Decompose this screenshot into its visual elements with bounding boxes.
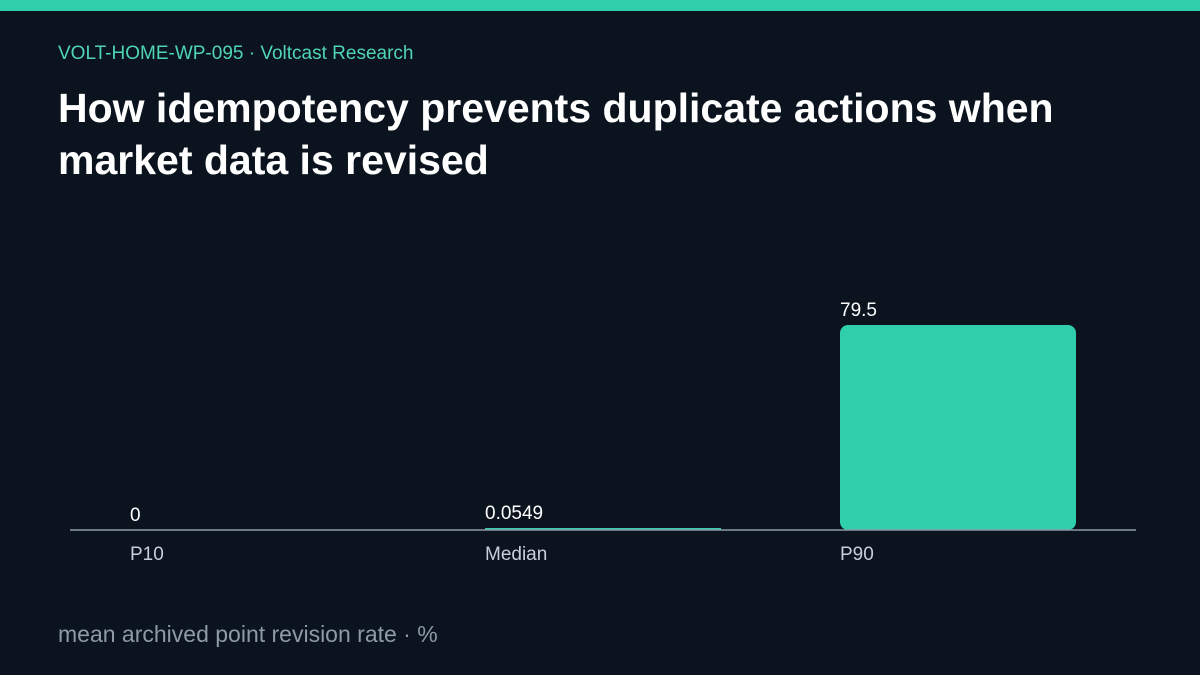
chart-caption: mean archived point revision rate · % bbox=[58, 621, 438, 647]
value-label-median: 0.0549 bbox=[485, 503, 543, 524]
category-label-p10: P10 bbox=[130, 544, 164, 565]
report-kicker: VOLT-HOME-WP-095 · Voltcast Research bbox=[58, 43, 414, 64]
value-label-p10: 0 bbox=[130, 505, 141, 526]
bar-p90 bbox=[840, 325, 1076, 530]
bar-chart: 0 P10 0.0549 Median 79.5 P90 bbox=[70, 300, 1136, 565]
bar-median bbox=[485, 528, 721, 530]
category-label-median: Median bbox=[485, 544, 547, 565]
value-label-p90: 79.5 bbox=[840, 300, 877, 321]
chart-title: How idempotency prevents duplicate actio… bbox=[58, 85, 1054, 183]
category-label-p90: P90 bbox=[840, 544, 874, 565]
top-accent-bar bbox=[0, 0, 1200, 11]
